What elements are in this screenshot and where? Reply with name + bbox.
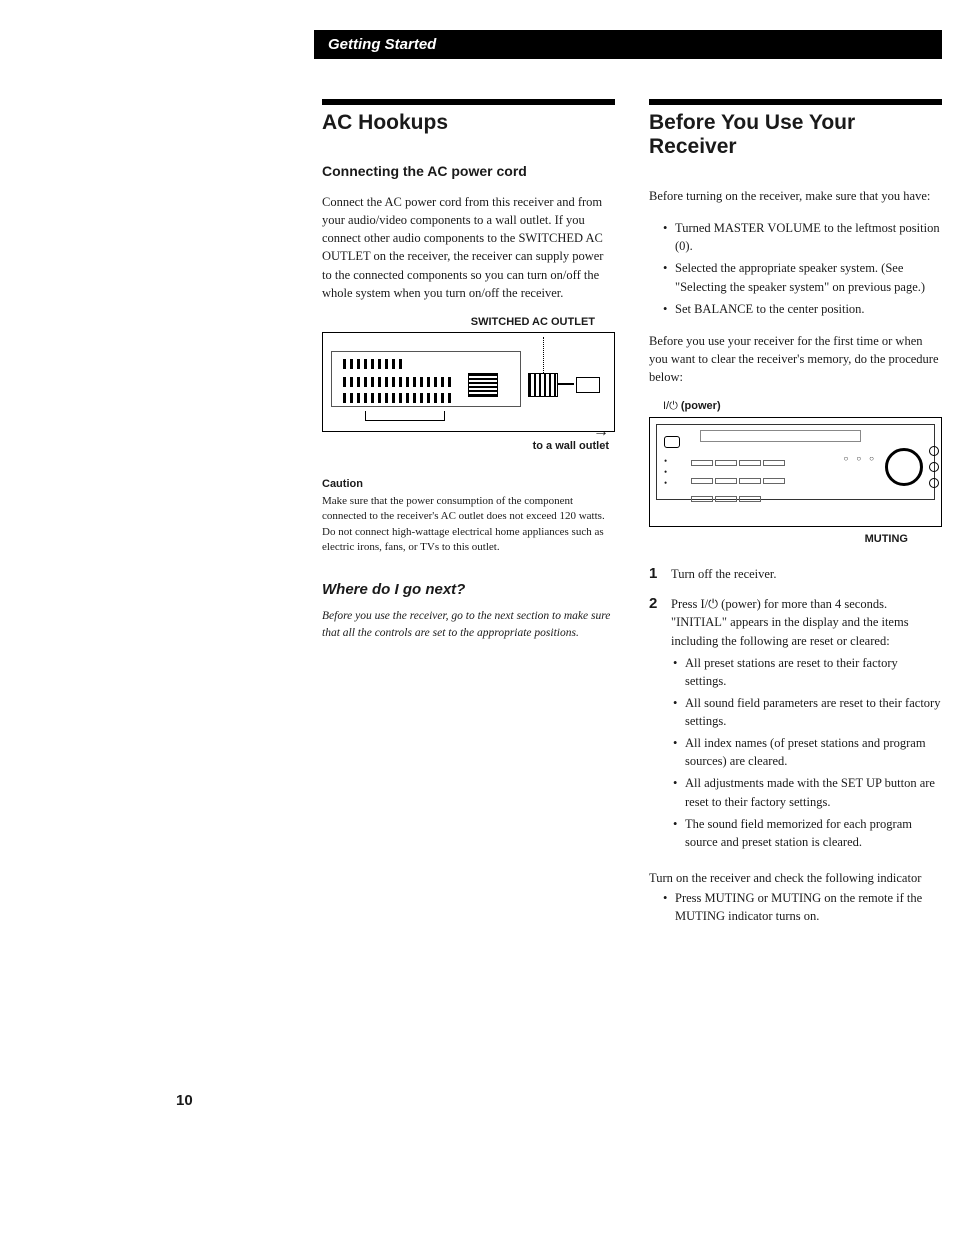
page: Getting Started AC Hookups Connecting th… xyxy=(0,0,954,939)
outro-block: Turn on the receiver and check the follo… xyxy=(649,869,942,925)
right-intro2: Before you use your receiver for the fir… xyxy=(649,332,942,386)
list-item: Set BALANCE to the center position. xyxy=(663,300,942,318)
muting-label: MUTING xyxy=(649,533,942,545)
step-text: Turn off the receiver. xyxy=(671,565,942,583)
list-item: All adjustments made with the SET UP but… xyxy=(673,774,942,810)
caution-text: Make sure that the power consumption of … xyxy=(322,494,615,556)
power-button-label: I/⏻ (power) xyxy=(649,400,942,413)
intro-bullet-list: Turned MASTER VOLUME to the leftmost pos… xyxy=(649,219,942,318)
list-item: Selected the appropriate speaker system.… xyxy=(663,259,942,295)
label-text: (power) xyxy=(678,400,721,412)
left-paragraph: Connect the AC power cord from this rece… xyxy=(322,193,615,302)
list-item: The sound field memorized for each progr… xyxy=(673,815,942,851)
step-number: 2 xyxy=(649,595,671,855)
right-column: Before You Use Your Receiver Before turn… xyxy=(649,99,942,939)
power-icon: ⏻ xyxy=(669,400,678,412)
left-column: AC Hookups Connecting the AC power cord … xyxy=(322,99,615,939)
left-title: AC Hookups xyxy=(322,111,615,135)
page-number: 10 xyxy=(176,1092,193,1109)
list-item: Turned MASTER VOLUME to the leftmost pos… xyxy=(663,219,942,255)
caution-heading: Caution xyxy=(322,478,615,490)
list-item: All sound field parameters are reset to … xyxy=(673,694,942,730)
where-next-text: Before you use the receiver, go to the n… xyxy=(322,608,615,641)
rule xyxy=(322,99,615,105)
two-column-layout: AC Hookups Connecting the AC power cord … xyxy=(322,99,942,939)
step-lead: Press I/⏻ (power) for more than 4 second… xyxy=(671,597,909,647)
step-1: 1 Turn off the receiver. xyxy=(649,565,942,583)
front-panel-diagram: ••• ○ ○ ○ xyxy=(649,417,942,527)
list-item: Press MUTING or MUTING on the remote if … xyxy=(663,889,942,925)
list-item: All index names (of preset stations and … xyxy=(673,734,942,770)
step-text: Press I/⏻ (power) for more than 4 second… xyxy=(671,595,942,855)
rule xyxy=(649,99,942,105)
right-title: Before You Use Your Receiver xyxy=(649,111,942,159)
outro-bullet-list: Press MUTING or MUTING on the remote if … xyxy=(649,889,942,925)
step2-bullet-list: All preset stations are reset to their f… xyxy=(671,654,942,851)
diagram1-bottom-label: to a wall outlet xyxy=(322,440,615,452)
where-next-heading: Where do I go next? xyxy=(322,581,615,598)
step-2: 2 Press I/⏻ (power) for more than 4 seco… xyxy=(649,595,942,855)
step-number: 1 xyxy=(649,565,671,583)
outro-text: Turn on the receiver and check the follo… xyxy=(649,871,921,885)
left-subtitle: Connecting the AC power cord xyxy=(322,163,615,179)
diagram1-top-label: SWITCHED AC OUTLET xyxy=(322,316,615,328)
section-header: Getting Started xyxy=(314,30,942,59)
list-item: All preset stations are reset to their f… xyxy=(673,654,942,690)
right-intro: Before turning on the receiver, make sur… xyxy=(649,187,942,205)
rear-panel-diagram xyxy=(322,332,615,432)
